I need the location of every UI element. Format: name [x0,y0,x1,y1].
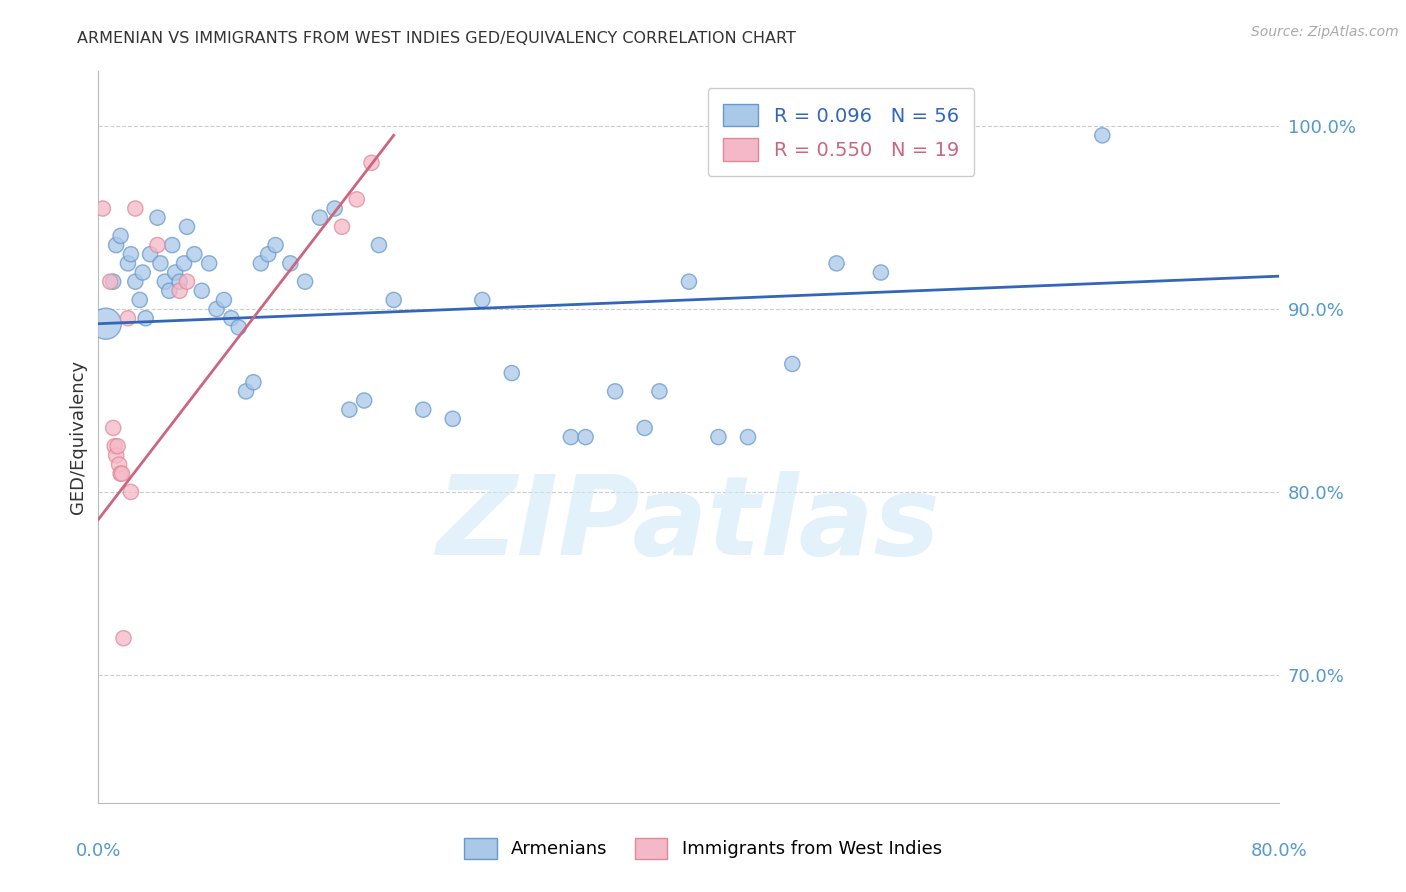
Point [98,275,121,289]
Point [825,256,848,270]
Point [368,238,391,252]
Point [353,393,375,408]
Point [1091,128,1114,143]
Point [104,439,127,453]
Point [870,266,893,280]
Point [205,301,228,317]
Point [441,412,464,426]
Point [198,256,221,270]
Point [634,421,657,435]
Point [412,402,434,417]
Point [120,485,142,500]
Point [105,448,128,462]
Point [257,247,280,261]
Point [560,430,582,444]
Point [112,632,135,646]
Point [91,202,114,216]
Text: ZIPatlas: ZIPatlas [437,471,941,578]
Point [323,202,346,216]
Point [139,247,162,261]
Point [149,256,172,270]
Point [146,238,169,252]
Y-axis label: GED/Equivalency: GED/Equivalency [69,360,87,514]
Point [120,247,142,261]
Point [132,266,155,280]
Point [146,211,169,225]
Point [165,266,187,280]
Point [111,467,134,481]
Point [346,193,368,207]
Point [707,430,730,444]
Point [242,376,264,390]
Point [103,421,125,435]
Point [294,275,316,289]
Point [678,275,700,289]
Point [110,467,132,481]
Point [124,275,146,289]
Point [191,284,214,298]
Point [501,366,523,380]
Point [309,211,332,225]
Point [264,238,287,252]
Point [94,317,117,331]
Text: Source: ZipAtlas.com: Source: ZipAtlas.com [1251,25,1399,39]
Point [157,284,180,298]
Point [782,357,804,371]
Point [173,256,195,270]
Point [117,311,139,326]
Point [471,293,494,307]
Point [212,293,235,307]
Point [124,202,146,216]
Point [339,402,361,417]
Point [162,238,183,252]
Point [737,430,759,444]
Point [648,384,671,399]
Point [360,155,382,169]
Point [280,256,302,270]
Point [128,293,150,307]
Point [105,238,128,252]
Point [330,219,353,234]
Point [117,256,139,270]
Point [108,458,131,472]
Text: 0.0%: 0.0% [76,842,121,860]
Point [169,284,191,298]
Point [382,293,405,307]
Point [228,320,250,334]
Point [107,439,129,453]
Point [176,219,198,234]
Point [250,256,273,270]
Point [176,275,198,289]
Point [183,247,205,261]
Point [135,311,157,326]
Legend: Armenians, Immigrants from West Indies: Armenians, Immigrants from West Indies [453,827,953,870]
Point [221,311,243,326]
Point [575,430,598,444]
Point [110,229,132,244]
Point [169,275,191,289]
Text: 80.0%: 80.0% [1251,842,1308,860]
Point [605,384,627,399]
Point [103,275,125,289]
Point [153,275,176,289]
Point [235,384,257,399]
Legend: R = 0.096   N = 56, R = 0.550   N = 19: R = 0.096 N = 56, R = 0.550 N = 19 [707,88,974,176]
Text: ARMENIAN VS IMMIGRANTS FROM WEST INDIES GED/EQUIVALENCY CORRELATION CHART: ARMENIAN VS IMMIGRANTS FROM WEST INDIES … [77,31,796,46]
